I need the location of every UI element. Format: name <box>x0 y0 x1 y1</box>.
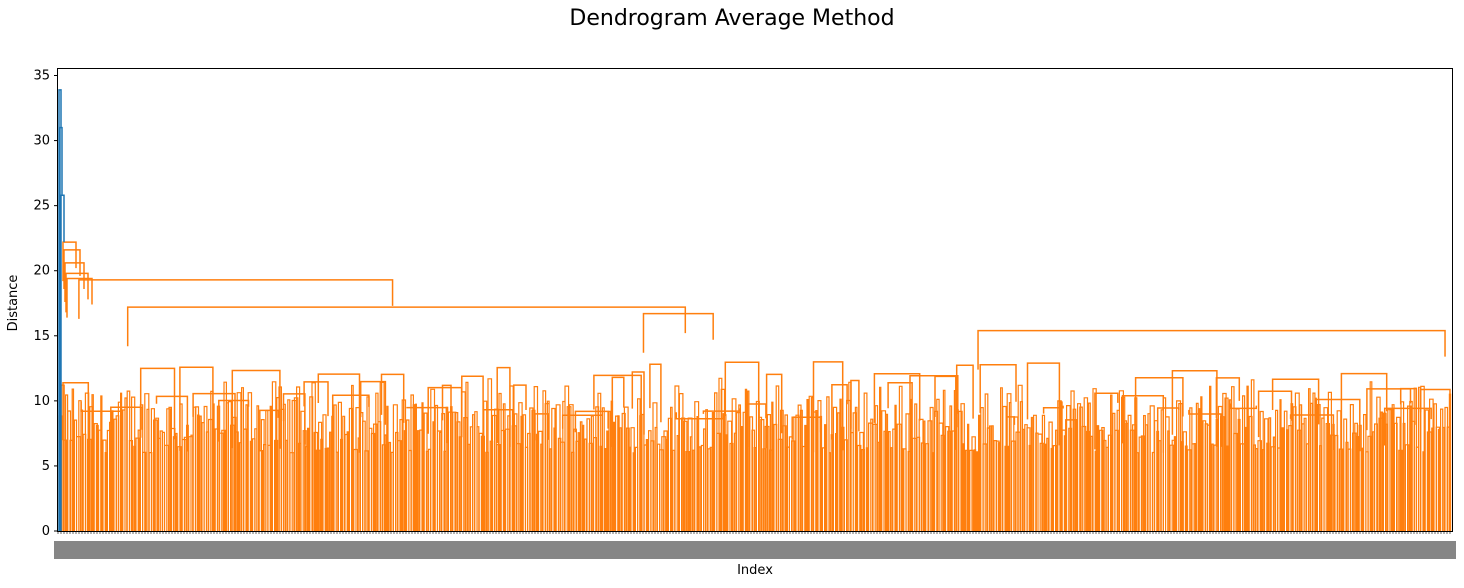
major-link <box>642 312 714 353</box>
y-axis-label: Distance <box>6 274 21 332</box>
y-tick-label: 25 <box>33 199 50 214</box>
top-cluster-link <box>65 272 89 313</box>
y-tick-label: 35 <box>33 69 50 84</box>
y-tick-label: 10 <box>33 394 50 409</box>
major-link <box>977 329 1446 370</box>
major-link <box>126 306 687 347</box>
upper-link <box>60 194 65 531</box>
top-cluster-link <box>66 277 93 318</box>
y-tick-label: 30 <box>33 134 50 149</box>
root-link <box>58 89 62 531</box>
major-link <box>78 279 394 319</box>
y-tick-label: 0 <box>42 524 50 539</box>
leaf-links <box>58 377 1452 531</box>
y-axis: 0 5 10 15 20 25 30 35 <box>33 69 58 539</box>
top-cluster-link <box>62 241 77 282</box>
chart-title: Dendrogram Average Method <box>569 6 895 31</box>
x-axis-label: Index <box>737 563 773 578</box>
top-links <box>58 89 65 531</box>
top-cluster-link <box>64 262 85 302</box>
cluster-links <box>58 241 1452 531</box>
y-tick-label: 5 <box>42 459 50 474</box>
mid-links <box>62 361 1451 453</box>
x-tick-labels <box>54 531 1456 559</box>
x-ticks <box>57 531 1451 534</box>
x-tick-labels-band <box>54 541 1456 559</box>
upper-link <box>59 126 63 531</box>
plot-frame <box>57 68 1453 532</box>
y-tick-label: 20 <box>33 264 50 279</box>
y-tick-label: 15 <box>33 329 50 344</box>
